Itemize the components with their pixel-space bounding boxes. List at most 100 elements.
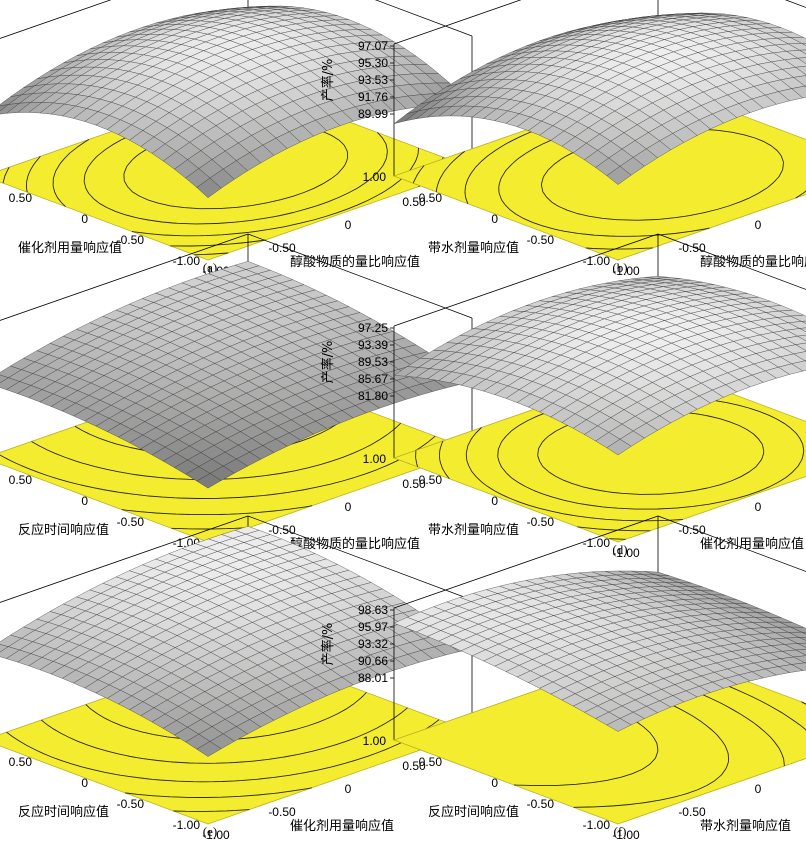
y-tick-label: -1.00: [583, 254, 611, 268]
x-tick-label: -1.00: [202, 828, 230, 842]
contour-line-1: [124, 729, 467, 798]
y-tick-label: -1.00: [173, 818, 201, 832]
panel-caption: (f): [614, 824, 627, 839]
contour-line-3: [41, 707, 408, 764]
y-tick-label: 0.50: [9, 755, 33, 769]
y-tick-label: -0.50: [527, 233, 555, 247]
panel-caption: (e): [203, 824, 217, 839]
z-axis-label: 产率/%: [320, 59, 336, 102]
surface-chart-d: 97.25 93.39 89.53 85.67 81.80 产率/% 1.00 0.50 0 -0…: [320, 233, 806, 560]
z-tick-label: 93.32: [358, 637, 388, 651]
z-axis-label: 产率/%: [320, 341, 336, 384]
box-edge-3: [393, 233, 659, 327]
surface-mesh: [0, 261, 473, 489]
z-tick-label: 85.67: [358, 372, 388, 386]
z-tick-label: 98.63: [358, 603, 388, 617]
y-axis-label: 带水剂量响应值: [428, 522, 519, 538]
box-edge-4: [247, 233, 473, 319]
z-tick-label: 97.25: [358, 321, 388, 335]
y-tick-label: -1.00: [583, 536, 611, 550]
surface-cell: [196, 177, 222, 198]
surface-chart-f: 98.63 95.97 93.32 90.66 88.01 产率/% 1.00 0.50 0 -0…: [320, 515, 806, 842]
z-tick-label: 90.66: [358, 654, 388, 668]
y-axis-label: 催化剂用量响应值: [18, 240, 122, 256]
y-tick-label: 0.50: [419, 191, 443, 205]
contour-line-0: [412, 165, 425, 184]
y-tick-label: -0.50: [527, 515, 555, 529]
y-tick-label: 1.00: [363, 734, 387, 748]
y-tick-label: 1.00: [363, 452, 387, 466]
y-tick-label: -0.50: [117, 797, 145, 811]
contour-line-4: [541, 128, 784, 221]
x-axis-label: 醇酸物质的量比响应值: [290, 254, 420, 270]
z-tick-label: 95.30: [358, 56, 388, 70]
box-edge-4: [657, 515, 806, 572]
y-tick-label: -0.50: [527, 797, 555, 811]
y-tick-label: -0.50: [117, 515, 145, 529]
y-axis-label: 反应时间响应值: [18, 804, 109, 820]
y-tick-label: 0: [491, 494, 498, 508]
contour-line-0: [415, 450, 626, 540]
surface-mesh: [0, 5, 473, 198]
y-tick-label: 0.50: [419, 755, 443, 769]
box-edge-4: [657, 233, 806, 290]
surface-chart-e: 98.6795.6692.6589.6386.62产率/%1.000.500-0…: [0, 515, 492, 842]
y-tick-label: 0.50: [9, 473, 33, 487]
x-tick-label: 0: [755, 782, 762, 796]
surface-mesh: [393, 12, 806, 185]
z-axis-label: 产率/%: [320, 623, 336, 666]
surface-chart-a: 97.4695.2392.9990.7688.53产率/%1.000.500-0…: [0, 0, 492, 278]
z-tick-label: 81.80: [358, 389, 388, 403]
box-edge-3: [393, 0, 522, 45]
y-tick-label: -1.00: [583, 818, 611, 832]
y-tick-label: 0: [81, 494, 88, 508]
x-axis-label: 醇酸物质的量比响应值: [700, 254, 806, 270]
box-edge-3: [0, 0, 112, 39]
surface-chart-b: 97.07 95.30 93.53 91.76 89.99 产率/% 1.00 0.50 0 -0…: [320, 0, 806, 278]
x-tick-label: 0.50: [402, 759, 426, 773]
surface-cell: [606, 166, 632, 185]
contour-line-0: [173, 809, 250, 812]
z-tick-label: 89.53: [358, 355, 388, 369]
x-tick-label: 0: [755, 218, 762, 232]
box-edge-4: [247, 515, 473, 601]
x-tick-label: -1.00: [612, 546, 640, 560]
x-tick-label: -1.00: [612, 828, 640, 842]
x-tick-label: -1.00: [612, 264, 640, 278]
x-axis-label: 醇酸物质的量比响应值: [290, 536, 420, 552]
y-tick-label: 0: [491, 212, 498, 226]
surface-cell: [196, 473, 222, 489]
z-tick-label: 91.76: [358, 90, 388, 104]
y-tick-label: 0: [491, 776, 498, 790]
x-tick-label: 0: [345, 500, 352, 514]
x-axis-label: 催化剂用量响应值: [700, 536, 804, 552]
surface-cell: [196, 741, 222, 757]
z-tick-label: 93.39: [358, 338, 388, 352]
surface-mesh: [0, 526, 473, 757]
x-tick-label: 0: [755, 500, 762, 514]
x-axis-label: 带水剂量响应值: [700, 818, 791, 834]
panel-caption: (a): [203, 260, 217, 275]
y-tick-label: 0: [81, 212, 88, 226]
box-edge-4: [374, 0, 473, 37]
z-tick-label: 88.01: [358, 671, 388, 685]
y-axis-label: 反应时间响应值: [428, 804, 519, 820]
y-tick-label: 1.00: [363, 170, 387, 184]
y-tick-label: -0.50: [117, 233, 145, 247]
box-edge-3: [0, 515, 249, 603]
contour-line-3: [83, 107, 388, 225]
y-tick-label: 0: [81, 776, 88, 790]
y-tick-label: -1.00: [173, 254, 201, 268]
surface-cell: [606, 718, 632, 732]
panel-caption: (d): [612, 542, 627, 557]
x-axis-label: 催化剂用量响应值: [290, 818, 394, 834]
z-tick-label: 89.99: [358, 107, 388, 121]
surface-mesh: [393, 570, 806, 732]
z-tick-label: 95.97: [358, 620, 388, 634]
z-tick-label: 97.07: [358, 39, 388, 53]
y-tick-label: 0.50: [419, 473, 443, 487]
y-axis-label: 带水剂量响应值: [428, 240, 519, 256]
surface-chart-c: 99.4797.5995.7193.8391.95产率/%1.000.500-0…: [0, 233, 492, 560]
x-tick-label: 0.50: [402, 477, 426, 491]
